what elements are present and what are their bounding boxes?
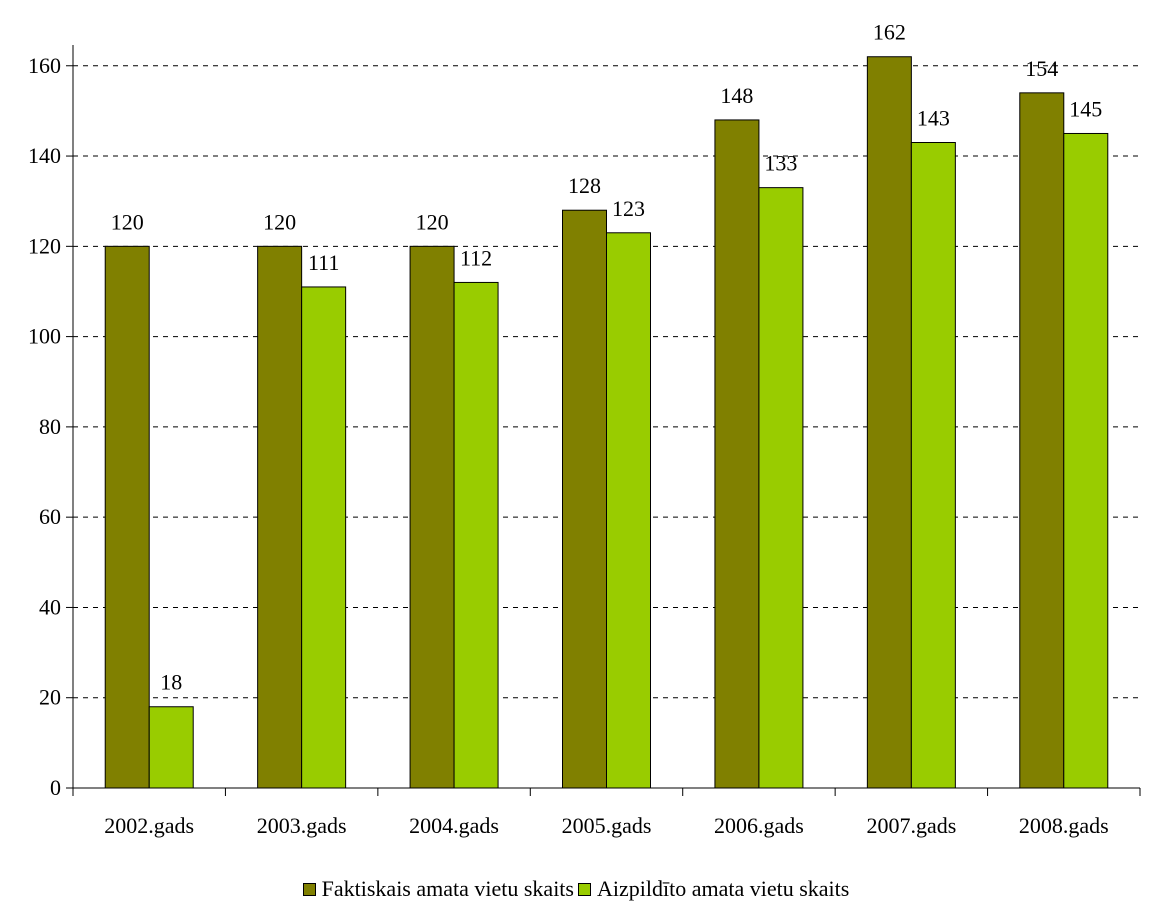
bar-series-1 — [714, 119, 760, 789]
y-tick-label: 80 — [39, 414, 61, 439]
legend-label-series-1: Faktiskais amata vietu skaits — [321, 876, 574, 901]
bar-series-1 — [409, 245, 455, 789]
bar-chart: 0 20 40 60 80 100 120 140 160 2002.gads 2003.gads 2… — [28, 20, 1141, 838]
bar-series-1 — [1019, 92, 1065, 789]
data-label: 148 — [720, 83, 753, 108]
data-label: 123 — [612, 196, 645, 221]
bar-series-1 — [866, 56, 912, 789]
data-label: 120 — [111, 209, 144, 234]
y-tick-label: 160 — [28, 53, 61, 78]
y-tick-label: 120 — [28, 233, 61, 258]
bar-series-1 — [257, 245, 303, 789]
data-label: 120 — [416, 209, 449, 234]
data-label: 145 — [1069, 96, 1102, 121]
x-tick-label: 2002.gads — [104, 813, 194, 838]
x-tick-label: 2007.gads — [866, 813, 956, 838]
bars — [104, 56, 1109, 789]
y-tick-label: 140 — [28, 143, 61, 168]
bar-series-2 — [910, 142, 956, 789]
y-tick-label: 40 — [39, 594, 61, 619]
bar-series-2 — [148, 706, 194, 789]
data-label: 133 — [764, 151, 797, 176]
bar-series-1 — [104, 245, 150, 789]
data-label: 18 — [160, 670, 182, 695]
bar-series-2 — [1063, 132, 1109, 789]
legend: Faktiskais amata vietu skaits Aizpildīto… — [0, 876, 1152, 902]
bar-series-2 — [758, 187, 804, 789]
data-label: 154 — [1025, 56, 1058, 81]
x-tick-label: 2008.gads — [1019, 813, 1109, 838]
bar-series-2 — [606, 232, 651, 789]
y-tick-label: 20 — [39, 685, 61, 710]
bar-series-2 — [301, 286, 347, 789]
legend-swatch-series-2 — [578, 882, 591, 896]
data-label: 112 — [460, 245, 492, 270]
data-label: 111 — [308, 250, 339, 275]
data-label: 128 — [568, 173, 601, 198]
data-label: 162 — [873, 20, 906, 45]
x-tick-label: 2006.gads — [714, 813, 804, 838]
legend-item-series-2: Aizpildīto amata vietu skaits — [578, 876, 849, 902]
x-tick-label: 2004.gads — [409, 813, 499, 838]
bar-series-1 — [562, 209, 607, 789]
data-labels: 120 18 120 111 120 112 128 123 148 133 162 143 154 14… — [111, 20, 1103, 695]
x-tick-label: 2005.gads — [562, 813, 652, 838]
legend-swatch-series-1 — [302, 882, 316, 896]
axes: 0 20 40 60 80 100 120 140 160 2002.gads 2003.gads 2… — [28, 45, 1141, 838]
y-tick-label: 100 — [28, 324, 61, 349]
legend-item-series-1: Faktiskais amata vietu skaits — [302, 876, 574, 902]
data-label: 120 — [263, 209, 296, 234]
bar-series-2 — [453, 281, 499, 789]
y-tick-label: 0 — [50, 775, 61, 800]
legend-label-series-2: Aizpildīto amata vietu skaits — [597, 876, 850, 901]
data-label: 143 — [917, 106, 950, 131]
x-tick-label: 2003.gads — [257, 813, 347, 838]
y-tick-label: 60 — [39, 504, 61, 529]
